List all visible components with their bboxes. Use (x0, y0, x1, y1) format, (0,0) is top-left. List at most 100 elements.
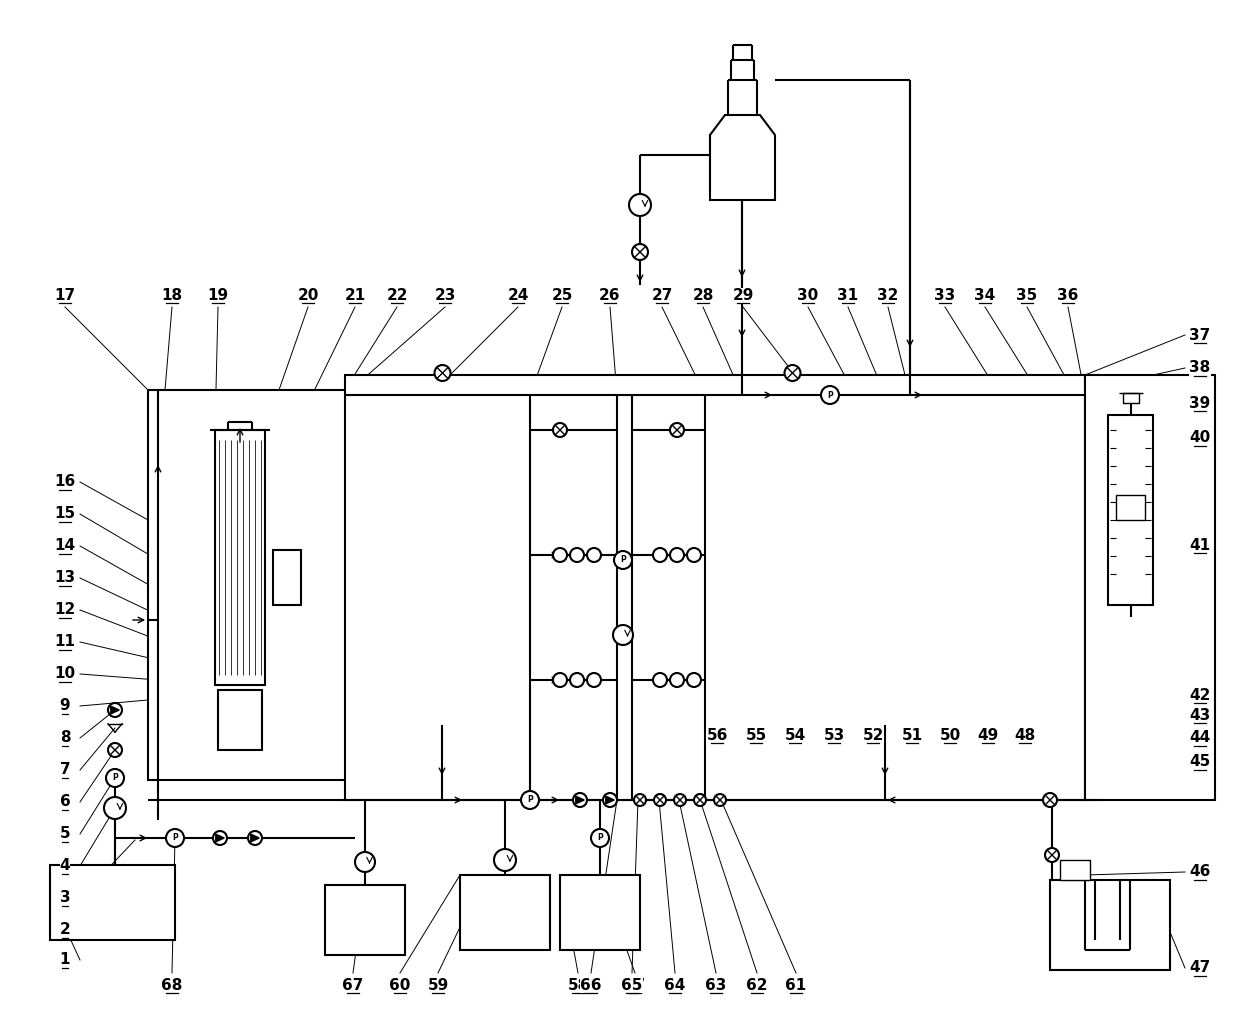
Text: 30: 30 (797, 288, 818, 302)
Circle shape (213, 831, 227, 845)
Circle shape (603, 793, 618, 807)
Circle shape (1045, 848, 1059, 862)
Bar (148, 390, 355, 780)
Text: 51: 51 (901, 728, 923, 742)
Text: 38: 38 (1189, 360, 1210, 376)
Text: 11: 11 (55, 635, 76, 649)
Text: 29: 29 (733, 288, 754, 302)
Text: 48: 48 (1014, 728, 1035, 742)
Circle shape (570, 673, 584, 687)
Circle shape (670, 423, 684, 437)
Text: 49: 49 (977, 728, 998, 742)
Circle shape (587, 673, 601, 687)
Text: 10: 10 (55, 667, 76, 681)
Text: 26: 26 (599, 288, 621, 302)
Bar (560, 875, 640, 950)
Circle shape (104, 797, 126, 819)
Text: 68: 68 (161, 977, 182, 993)
Text: 45: 45 (1189, 754, 1210, 770)
Circle shape (653, 673, 667, 687)
Circle shape (670, 673, 684, 687)
Bar (1050, 880, 1171, 970)
Bar (460, 875, 551, 950)
Text: 60: 60 (389, 977, 410, 993)
Text: 13: 13 (55, 571, 76, 585)
Circle shape (634, 794, 646, 806)
Text: 62: 62 (746, 977, 768, 993)
Text: 54: 54 (785, 728, 806, 742)
Text: 59: 59 (428, 977, 449, 993)
Circle shape (434, 365, 450, 381)
Circle shape (108, 743, 122, 757)
Bar (1122, 393, 1138, 404)
Text: 23: 23 (434, 288, 455, 302)
Text: P: P (620, 555, 626, 565)
Polygon shape (711, 115, 775, 200)
Circle shape (521, 791, 539, 809)
Text: 64: 64 (665, 977, 686, 993)
Bar (1116, 495, 1145, 520)
Bar (273, 550, 301, 605)
Text: 12: 12 (55, 603, 76, 617)
Text: 47: 47 (1189, 961, 1210, 975)
Bar (345, 375, 1085, 800)
Circle shape (687, 548, 701, 562)
Text: 17: 17 (55, 288, 76, 302)
Text: P: P (827, 390, 833, 399)
Text: 52: 52 (862, 728, 884, 742)
Text: 18: 18 (161, 288, 182, 302)
Text: 35: 35 (1017, 288, 1038, 302)
Bar (1109, 415, 1153, 605)
Polygon shape (606, 796, 614, 804)
Text: 28: 28 (692, 288, 714, 302)
Text: 3: 3 (60, 891, 71, 905)
Text: 42: 42 (1189, 687, 1210, 703)
Text: 4: 4 (60, 859, 71, 873)
Circle shape (248, 831, 262, 845)
Bar (1085, 375, 1215, 800)
Text: P: P (527, 796, 533, 805)
Text: 50: 50 (940, 728, 961, 742)
Text: 34: 34 (975, 288, 996, 302)
Text: 14: 14 (55, 539, 76, 553)
Text: 56: 56 (707, 728, 728, 742)
Text: 61: 61 (785, 977, 807, 993)
Circle shape (553, 423, 567, 437)
Bar (50, 865, 175, 940)
Text: 63: 63 (706, 977, 727, 993)
Text: 15: 15 (55, 507, 76, 521)
Text: 44: 44 (1189, 731, 1210, 745)
Circle shape (670, 548, 684, 562)
Text: 27: 27 (651, 288, 672, 302)
Text: 8: 8 (60, 731, 71, 745)
Circle shape (573, 793, 587, 807)
Bar (355, 395, 529, 725)
Bar (1060, 860, 1090, 880)
Bar (218, 690, 262, 750)
Bar (325, 885, 405, 955)
Text: P: P (172, 834, 177, 842)
Text: 37: 37 (1189, 327, 1210, 343)
Text: 31: 31 (837, 288, 858, 302)
Text: 33: 33 (935, 288, 956, 302)
Text: 55: 55 (745, 728, 766, 742)
Text: 24: 24 (507, 288, 528, 302)
Text: 36: 36 (1058, 288, 1079, 302)
Text: 58: 58 (568, 977, 589, 993)
Circle shape (1043, 793, 1056, 807)
Text: 66: 66 (580, 977, 601, 993)
Text: 25: 25 (552, 288, 573, 302)
Text: 57: 57 (625, 977, 646, 993)
Text: 20: 20 (298, 288, 319, 302)
Circle shape (587, 548, 601, 562)
Text: 21: 21 (345, 288, 366, 302)
Polygon shape (250, 834, 259, 842)
Circle shape (570, 548, 584, 562)
Circle shape (821, 386, 839, 404)
Circle shape (105, 769, 124, 787)
Circle shape (687, 673, 701, 687)
Text: 22: 22 (386, 288, 408, 302)
Circle shape (613, 625, 632, 645)
Circle shape (714, 794, 725, 806)
Text: 7: 7 (60, 763, 71, 777)
